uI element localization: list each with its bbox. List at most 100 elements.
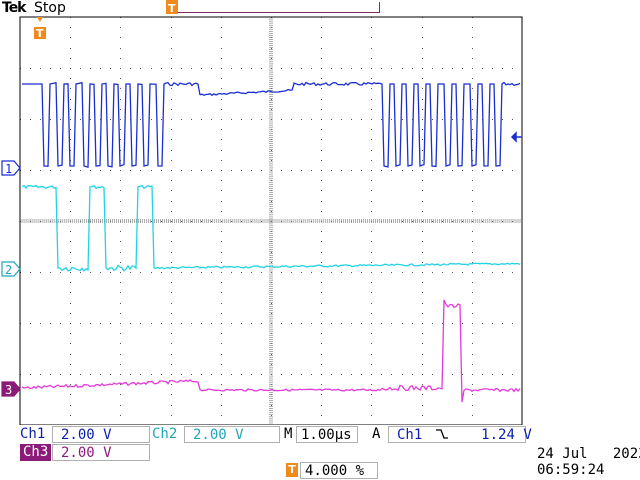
graticule-dot xyxy=(120,272,121,273)
graticule-dot xyxy=(241,170,242,171)
graticule-dot xyxy=(391,323,392,324)
graticule-dot xyxy=(120,374,121,375)
ch2-scale-label: Ch2 xyxy=(152,426,178,442)
graticule-dot xyxy=(171,190,172,191)
graticule-dot xyxy=(171,150,172,151)
graticule-dot xyxy=(70,99,71,100)
trigger-level-arrow-icon[interactable] xyxy=(510,131,522,143)
graticule-dot xyxy=(391,374,392,375)
graticule-dot xyxy=(80,323,81,324)
graticule-dot xyxy=(462,170,463,171)
graticule-dot xyxy=(412,68,413,69)
graticule-dot xyxy=(261,221,262,222)
graticule-dot xyxy=(221,313,222,314)
graticule-dot xyxy=(351,119,352,120)
graticule-dot xyxy=(90,272,91,273)
graticule-dot xyxy=(201,374,202,375)
graticule-dot xyxy=(422,262,423,263)
graticule-dot xyxy=(341,323,342,324)
graticule-dot xyxy=(60,170,61,171)
graticule-dot xyxy=(221,211,222,212)
graticule-dot xyxy=(432,68,433,69)
ch1-ground-marker[interactable]: 1 xyxy=(1,160,21,176)
graticule-dot xyxy=(422,241,423,242)
graticule-dot xyxy=(181,119,182,120)
graticule-dot xyxy=(241,221,242,222)
graticule-dot xyxy=(271,68,272,69)
graticule-dot xyxy=(321,354,322,355)
graticule-dot xyxy=(60,272,61,273)
graticule-dot xyxy=(60,221,61,222)
graticule-dot xyxy=(422,354,423,355)
graticule-dot xyxy=(321,415,322,416)
graticule-dot xyxy=(321,282,322,283)
graticule-dot xyxy=(120,384,121,385)
graticule-dot xyxy=(70,241,71,242)
graticule-dot xyxy=(452,221,453,222)
graticule-dot xyxy=(261,119,262,120)
graticule-dot xyxy=(321,231,322,232)
graticule-dot xyxy=(472,303,473,304)
graticule-dot xyxy=(301,119,302,120)
graticule-dot xyxy=(221,374,222,375)
graticule-dot xyxy=(221,405,222,406)
graticule-dot xyxy=(422,221,423,222)
graticule-dot xyxy=(70,119,71,120)
graticule-dot xyxy=(361,374,362,375)
graticule-dot xyxy=(321,211,322,212)
graticule-dot xyxy=(422,37,423,38)
graticule-dot xyxy=(241,374,242,375)
graticule-dot xyxy=(371,139,372,140)
graticule-dot xyxy=(50,323,51,324)
graticule-dot xyxy=(462,374,463,375)
graticule-dot xyxy=(221,78,222,79)
graticule-dot xyxy=(120,364,121,365)
graticule-dot xyxy=(171,292,172,293)
graticule-dot xyxy=(171,282,172,283)
graticule-dot xyxy=(221,333,222,334)
trigger-position-marker-icon[interactable]: T xyxy=(34,17,46,43)
ch3-ground-marker[interactable]: 3 xyxy=(1,381,21,397)
graticule-dot xyxy=(171,374,172,375)
graticule-dot xyxy=(70,58,71,59)
graticule-dot xyxy=(171,354,172,355)
record-length-bar xyxy=(166,2,380,13)
graticule-dot xyxy=(251,272,252,273)
graticule-dot xyxy=(281,323,282,324)
graticule-dot xyxy=(391,119,392,120)
graticule-dot xyxy=(331,374,332,375)
graticule-dot xyxy=(221,272,222,273)
graticule-dot xyxy=(221,99,222,100)
graticule-dot xyxy=(90,374,91,375)
graticule-dot xyxy=(422,292,423,293)
graticule-dot xyxy=(402,221,403,222)
graticule-dot xyxy=(140,119,141,120)
graticule-dot xyxy=(371,333,372,334)
graticule-dot xyxy=(130,68,131,69)
graticule-dot xyxy=(351,272,352,273)
graticule-dot xyxy=(472,139,473,140)
graticule-dot xyxy=(422,384,423,385)
graticule-dot xyxy=(221,58,222,59)
graticule-dot xyxy=(40,221,41,222)
graticule-dot xyxy=(221,129,222,130)
graticule-dot xyxy=(231,323,232,324)
graticule-dot xyxy=(120,354,121,355)
graticule-dot xyxy=(472,58,473,59)
ch2-ground-marker[interactable]: 2 xyxy=(1,261,21,277)
graticule-dot xyxy=(321,272,322,273)
graticule-dot xyxy=(321,292,322,293)
graticule-dot xyxy=(371,292,372,293)
graticule-dot xyxy=(442,170,443,171)
graticule-dot xyxy=(371,180,372,181)
graticule-dot xyxy=(422,231,423,232)
graticule-dot xyxy=(181,272,182,273)
graticule-dot xyxy=(171,343,172,344)
graticule-dot xyxy=(271,78,272,79)
graticule-dot xyxy=(422,160,423,161)
graticule-dot xyxy=(502,323,503,324)
graticule-dot xyxy=(120,190,121,191)
graticule-dot xyxy=(151,119,152,120)
graticule-dot xyxy=(371,99,372,100)
graticule-dot xyxy=(311,272,312,273)
